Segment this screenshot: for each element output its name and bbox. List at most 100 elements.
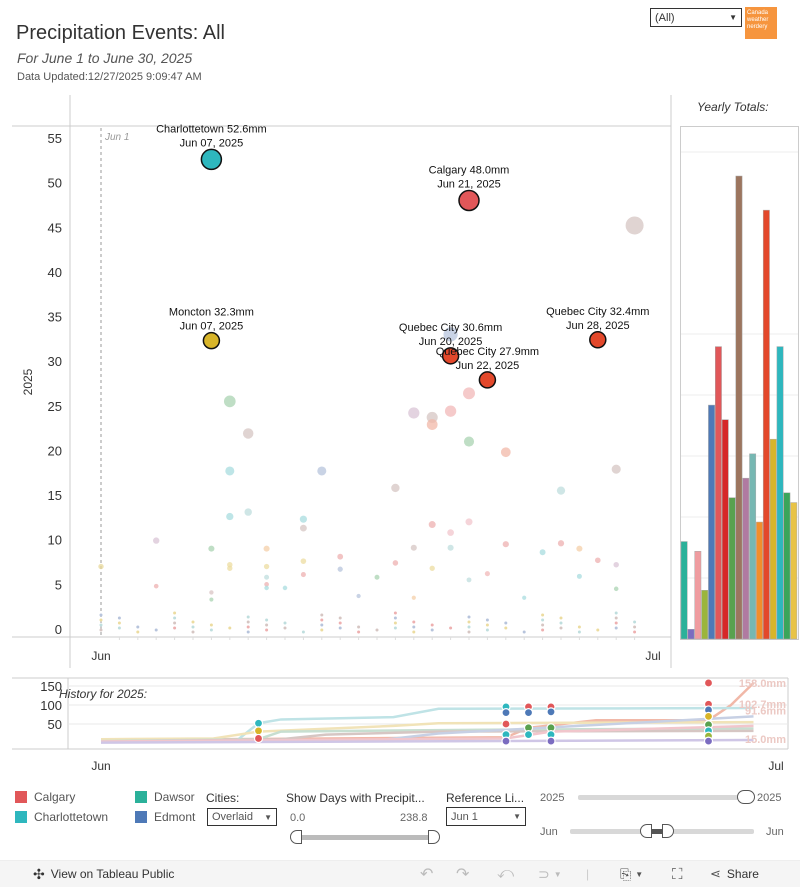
scatter-point-faded[interactable] (576, 545, 583, 552)
scatter-point-small[interactable] (246, 630, 250, 634)
scatter-point-faded[interactable] (264, 582, 269, 587)
history-point[interactable] (523, 730, 534, 740)
scatter-point-small[interactable] (320, 623, 324, 627)
scatter-point-small[interactable] (430, 628, 434, 632)
scatter-point-faded[interactable] (556, 486, 566, 495)
scatter-point-small[interactable] (467, 625, 471, 629)
scatter-point-small[interactable] (209, 623, 213, 627)
scatter-point-highlighted[interactable] (589, 331, 607, 349)
history-point[interactable] (253, 726, 264, 736)
scatter-point-small[interactable] (467, 615, 471, 619)
yearly-total-bar[interactable] (762, 209, 770, 640)
redo-button[interactable]: ↷ (456, 864, 469, 884)
scatter-point-small[interactable] (614, 611, 618, 615)
history-point[interactable] (546, 736, 556, 746)
scatter-point-faded[interactable] (410, 544, 417, 551)
scatter-point-faded[interactable] (500, 447, 511, 458)
show-days-slider-track[interactable] (295, 835, 435, 840)
scatter-point-small[interactable] (467, 630, 471, 634)
scatter-point-small[interactable] (412, 625, 416, 629)
scatter-point-faded[interactable] (429, 565, 435, 571)
scatter-point-faded[interactable] (209, 590, 214, 595)
scatter-point-faded[interactable] (208, 545, 215, 552)
scatter-point-small[interactable] (559, 626, 563, 630)
history-point[interactable] (703, 711, 714, 722)
scatter-point-faded[interactable] (408, 407, 420, 419)
scatter-point-small[interactable] (320, 628, 324, 632)
yearly-total-bar[interactable] (721, 419, 729, 640)
revert-button[interactable]: ⤺ (497, 865, 514, 883)
scatter-point-faded[interactable] (337, 566, 343, 572)
history-point[interactable] (501, 719, 511, 729)
scatter-point-small[interactable] (320, 618, 324, 622)
legend-item-charlottetown[interactable]: Charlottetown (15, 810, 108, 824)
history-point[interactable] (253, 733, 264, 744)
scatter-point-faded[interactable] (428, 521, 436, 529)
refresh-button[interactable]: ⊃ ▼ (538, 865, 562, 882)
logo[interactable]: Canada weather nerdery (745, 7, 777, 39)
show-days-slider-max-handle[interactable] (428, 830, 440, 844)
scatter-point-small[interactable] (338, 616, 342, 620)
scatter-point-faded[interactable] (264, 574, 270, 580)
scatter-point-faded[interactable] (300, 558, 307, 564)
scatter-point-small[interactable] (191, 625, 195, 629)
scatter-point-faded[interactable] (223, 395, 236, 408)
scatter-point-faded[interactable] (225, 466, 235, 476)
scatter-point-highlighted[interactable] (441, 347, 460, 365)
scatter-point-faded[interactable] (282, 585, 288, 591)
scatter-point-small[interactable] (246, 625, 250, 629)
scatter-point-small[interactable] (357, 630, 361, 634)
scatter-point-small[interactable] (191, 620, 195, 624)
scatter-point-small[interactable] (577, 625, 581, 629)
scatter-point-small[interactable] (173, 621, 177, 625)
scatter-point-faded[interactable] (374, 574, 380, 580)
scatter-point-small[interactable] (338, 626, 342, 630)
scatter-point-faded[interactable] (391, 483, 400, 493)
scatter-point-faded[interactable] (447, 529, 454, 536)
scatter-point-faded[interactable] (625, 216, 644, 235)
scatter-point-small[interactable] (209, 628, 213, 632)
yearly-total-bar[interactable] (728, 497, 736, 640)
scatter-point-small[interactable] (614, 616, 618, 620)
scatter-point-small[interactable] (265, 623, 269, 627)
show-days-slider-min-handle[interactable] (290, 830, 302, 844)
scatter-point-small[interactable] (283, 621, 287, 625)
scatter-point-small[interactable] (136, 630, 140, 634)
scatter-point-faded[interactable] (522, 595, 527, 600)
scatter-point-small[interactable] (449, 626, 453, 630)
scatter-point-small[interactable] (633, 620, 637, 624)
view-on-tableau-link[interactable]: ✣ View on Tableau Public (33, 866, 174, 883)
yearly-total-bar[interactable] (790, 502, 798, 640)
scatter-point-small[interactable] (265, 618, 269, 622)
scatter-point-small[interactable] (577, 630, 581, 634)
scatter-point-faded[interactable] (299, 515, 307, 523)
scatter-point-small[interactable] (117, 626, 121, 630)
scatter-point-small[interactable] (393, 621, 397, 625)
history-point[interactable] (253, 718, 264, 728)
scatter-point-small[interactable] (375, 628, 379, 632)
scatter-point-small[interactable] (633, 625, 637, 629)
month-slider-min-handle[interactable] (640, 824, 652, 838)
scatter-point-small[interactable] (99, 623, 103, 627)
scatter-point-faded[interactable] (613, 561, 619, 568)
scatter-point-small[interactable] (117, 621, 121, 625)
year-slider-handle[interactable] (737, 790, 755, 804)
download-button[interactable]: ⎘ ▼ (620, 865, 644, 882)
scatter-point-highlighted[interactable] (202, 331, 221, 350)
legend-item-calgary[interactable]: Calgary (15, 790, 75, 804)
scatter-point-small[interactable] (541, 628, 545, 632)
yearly-total-bar[interactable] (694, 551, 702, 640)
scatter-point-small[interactable] (522, 630, 526, 634)
yearly-total-bar[interactable] (701, 590, 709, 640)
scatter-point-faded[interactable] (465, 518, 473, 526)
scatter-point-small[interactable] (393, 611, 397, 615)
scatter-point-small[interactable] (191, 630, 195, 634)
cities-dropdown[interactable]: Overlaid ▼ (207, 808, 277, 826)
fullscreen-button[interactable]: ⛶ (672, 866, 683, 883)
scatter-point-small[interactable] (393, 626, 397, 630)
scatter-point-small[interactable] (504, 626, 508, 630)
scatter-point-faded[interactable] (484, 571, 490, 577)
scatter-point-faded[interactable] (299, 524, 307, 532)
scatter-point-small[interactable] (173, 616, 177, 620)
scatter-point-small[interactable] (614, 621, 618, 625)
